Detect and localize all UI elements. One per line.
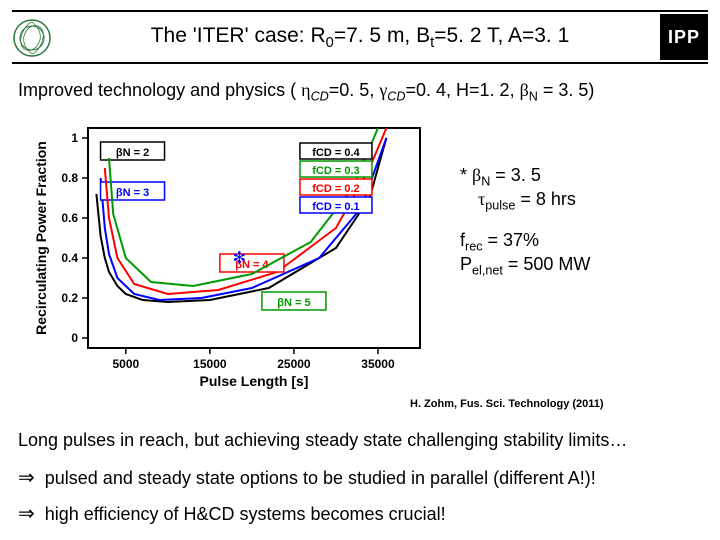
svg-text:Pulse Length [s]: Pulse Length [s]: [200, 373, 309, 389]
subtitle-pre: Improved technology and physics (: [18, 80, 301, 100]
subtitle: Improved technology and physics ( ηCD=0.…: [18, 80, 594, 104]
logo-right: IPP: [660, 14, 708, 60]
svg-text:0.2: 0.2: [61, 291, 78, 305]
svg-text:0: 0: [71, 331, 78, 345]
implies-icon: ⇒: [18, 504, 35, 524]
star-icon: *: [460, 165, 472, 185]
svg-text:15000: 15000: [193, 357, 227, 371]
title-pre: The 'ITER' case: R: [151, 24, 326, 47]
annot-tau-val: = 8 hrs: [515, 189, 576, 209]
svg-text:✻: ✻: [233, 250, 246, 267]
page-title: The 'ITER' case: R0=7. 5 m, Bt=5. 2 T, A…: [72, 24, 648, 51]
svg-text:5000: 5000: [112, 357, 139, 371]
header-rule: [12, 10, 708, 12]
annot-beta: β: [472, 165, 481, 185]
svg-text:βN = 5: βN = 5: [277, 297, 310, 309]
annot-frec-val: = 37%: [483, 230, 540, 250]
svg-text:fCD = 0.4: fCD = 0.4: [312, 147, 360, 159]
annot-frec-line: frec = 37%: [460, 230, 590, 254]
svg-text:fCD = 0.3: fCD = 0.3: [312, 165, 359, 177]
conclusion-text: Long pulses in reach, but achieving stea…: [18, 430, 708, 451]
svg-text:0.4: 0.4: [61, 251, 78, 265]
eta-sub: CD: [311, 90, 329, 104]
beta-val: = 3. 5): [538, 80, 595, 100]
chart: 5000 15000 25000 35000 0 0.2 0.4 0.6 0.8 1 Pulse L…: [30, 120, 430, 390]
implies-icon: ⇒: [18, 468, 35, 488]
annot-pel-line: Pel,net = 500 MW: [460, 254, 590, 278]
logo-left: [12, 18, 52, 58]
title-r0-val: =7. 5 m, B: [334, 24, 430, 47]
bullet-1-text: pulsed and steady state options to be st…: [45, 468, 596, 489]
svg-text:fCD = 0.2: fCD = 0.2: [312, 183, 359, 195]
eta-icon: η: [301, 80, 310, 100]
beta-sub: N: [529, 90, 538, 104]
annot-pel-pre: P: [460, 254, 472, 274]
gamma-val: =0. 4, H=1. 2,: [406, 80, 520, 100]
annot-beta-sub: N: [481, 175, 490, 189]
svg-text:1: 1: [71, 131, 78, 145]
annot-pel-sub: el,net: [472, 263, 503, 277]
eta-val: =0. 5,: [329, 80, 380, 100]
svg-text:25000: 25000: [277, 357, 311, 371]
title-r0-sub: 0: [326, 35, 334, 51]
annot-frec-sub: rec: [465, 240, 483, 254]
svg-text:Recirculating Power Fraction: Recirculating Power Fraction: [33, 141, 49, 335]
svg-text:35000: 35000: [361, 357, 395, 371]
bullet-1: ⇒ pulsed and steady state options to be …: [18, 468, 596, 489]
svg-text:βN = 3: βN = 3: [116, 187, 149, 199]
side-annotation: * βN = 3. 5 τpulse = 8 hrs frec = 37% Pe…: [460, 165, 590, 295]
bullet-2: ⇒ high efficiency of H&CD systems become…: [18, 504, 446, 525]
citation: H. Zohm, Fus. Sci. Technology (2011): [410, 398, 604, 410]
annot-pel-val: = 500 MW: [503, 254, 591, 274]
gamma-sub: CD: [387, 90, 405, 104]
bullet-2-text: high efficiency of H&CD systems becomes …: [45, 504, 446, 525]
annot-frec-block: frec = 37% Pel,net = 500 MW: [460, 230, 590, 277]
annot-tau-sub: pulse: [485, 198, 515, 212]
chart-svg: 5000 15000 25000 35000 0 0.2 0.4 0.6 0.8 1 Pulse L…: [30, 120, 430, 390]
beta-icon: β: [520, 80, 529, 100]
title-bt-val: =5. 2 T, A=3. 1: [434, 24, 569, 47]
annot-beta-line: * βN = 3. 5: [460, 165, 590, 189]
svg-text:0.8: 0.8: [61, 171, 78, 185]
annot-beta-block: * βN = 3. 5 τpulse = 8 hrs: [460, 165, 590, 212]
svg-text:βN = 2: βN = 2: [116, 147, 149, 159]
annot-beta-val: = 3. 5: [490, 165, 541, 185]
logo-right-text: IPP: [668, 27, 700, 48]
svg-text:0.6: 0.6: [61, 211, 78, 225]
header: IPP The 'ITER' case: R0=7. 5 m, Bt=5. 2 …: [12, 0, 708, 64]
annot-tau-line: τpulse = 8 hrs: [460, 189, 590, 213]
svg-text:fCD = 0.1: fCD = 0.1: [312, 201, 359, 213]
